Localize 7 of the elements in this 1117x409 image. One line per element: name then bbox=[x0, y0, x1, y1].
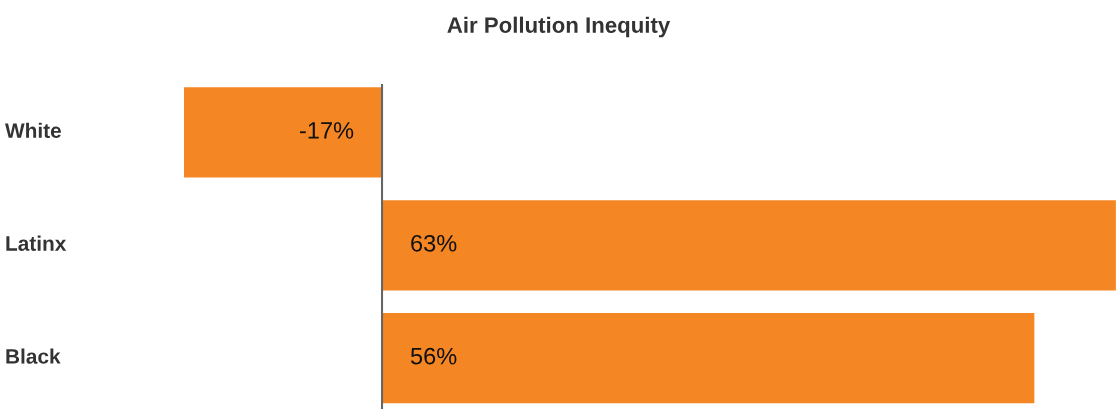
data-label: -17% bbox=[300, 122, 354, 139]
y-tick-label: White bbox=[5, 122, 61, 139]
y-tick-label: Black bbox=[6, 348, 61, 364]
chart-title: Air Pollution Inequity bbox=[447, 16, 671, 38]
data-label: 63% bbox=[411, 234, 457, 252]
data-label: 56% bbox=[410, 347, 457, 365]
y-tick-label: Latinx bbox=[6, 235, 67, 251]
